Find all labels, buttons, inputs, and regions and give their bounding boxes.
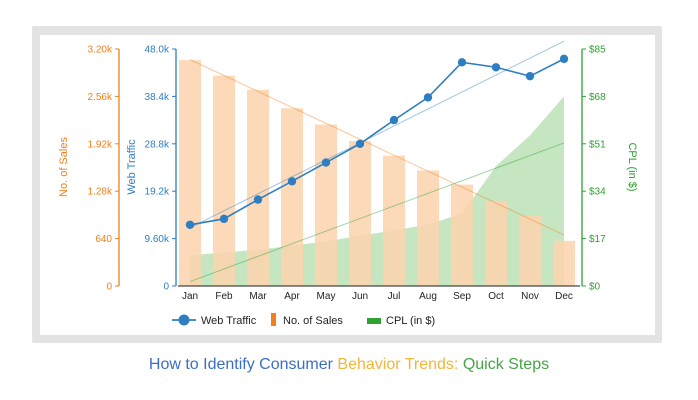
x-tick-label: Jun	[352, 291, 368, 302]
sales-trendline	[189, 59, 565, 236]
cpl-axis-tick-label: $34	[589, 187, 606, 198]
web-traffic-point	[457, 58, 467, 67]
traffic-axis-tick-label: 48.0k	[145, 45, 170, 56]
sales-bar	[553, 240, 575, 286]
cpl-trendline	[189, 142, 565, 283]
sales-bar	[247, 89, 269, 286]
x-tick-label: Jan	[182, 291, 198, 302]
legend-cpl-swatch	[367, 318, 381, 324]
sales-axis-tick-label: 1.92k	[88, 139, 113, 150]
legend-web-traffic-marker	[178, 314, 190, 326]
x-tick-label: Sep	[453, 291, 471, 302]
web-traffic-point	[491, 63, 501, 72]
sales-bar	[417, 170, 439, 286]
web-traffic-point	[185, 220, 195, 229]
traffic-trendline	[189, 40, 565, 229]
sales-axis-tick-label: 2.56k	[88, 92, 113, 103]
web-traffic-point	[525, 71, 535, 81]
legend-sales-swatch	[271, 313, 276, 326]
web-traffic-point	[321, 158, 331, 167]
cpl-axis-tick-label: $51	[589, 139, 606, 150]
traffic-axis-tick-label: 38.4k	[145, 92, 170, 103]
sales-bar	[383, 155, 405, 286]
x-tick-label: Mar	[249, 291, 267, 302]
cpl-axis-tick-label: $17	[589, 234, 606, 245]
sales-bar	[179, 60, 201, 286]
web-traffic-point	[253, 195, 263, 204]
x-tick-label: Apr	[284, 291, 300, 302]
web-traffic-line	[189, 58, 565, 226]
x-tick-label: Feb	[215, 291, 233, 302]
sales-bar	[213, 75, 235, 286]
sales-bar	[451, 184, 473, 286]
web-traffic-point	[423, 93, 433, 102]
sales-axis-title: No. of Sales	[58, 137, 70, 197]
caption-part-2: Behavior Trends:	[337, 356, 463, 373]
x-tick-label: Nov	[521, 291, 539, 302]
web-traffic-point	[389, 115, 399, 125]
cpl-axis-tick-label: $85	[589, 45, 606, 56]
sales-bar	[281, 108, 303, 286]
x-tick-label: Aug	[419, 291, 437, 302]
web-traffic-point	[287, 177, 297, 186]
legend-label-cpl: CPL (in $)	[386, 315, 435, 327]
caption-part-1: How to Identify Consumer	[148, 356, 338, 373]
web-traffic-point	[219, 214, 229, 224]
x-tick-label: Dec	[555, 291, 573, 302]
sales-bar	[519, 215, 541, 286]
sales-axis-tick-label: 640	[95, 234, 112, 245]
traffic-axis-tick-label: 28.8k	[145, 139, 170, 150]
caption-part-3: Quick Steps	[462, 356, 550, 373]
sales-axis-tick-label: 1.28k	[88, 187, 113, 198]
traffic-axis-tick-label: 0	[163, 282, 169, 293]
sales-bar	[315, 124, 337, 286]
sales-axis-tick-label: 3.20k	[88, 45, 113, 56]
sales-bar	[485, 200, 507, 286]
cpl-axis-tick-label: $68	[589, 92, 606, 103]
web-traffic-point	[559, 54, 569, 64]
sales-axis-tick-label: 0	[106, 282, 112, 293]
chart-caption: How to Identify Consumer Behavior Trends…	[0, 356, 698, 374]
combo-chart: Jan Feb Mar Apr May Jun Jul Aug Sep Oct Nov Dec 0 640…	[58, 40, 638, 327]
sales-bar	[349, 140, 371, 286]
x-tick-label: Jul	[388, 291, 401, 302]
cpl-axis-tick-label: $0	[589, 282, 601, 293]
legend-label-sales: No. of Sales	[283, 315, 343, 327]
x-tick-label: May	[317, 291, 336, 302]
cpl-area	[190, 96, 564, 287]
traffic-axis-title: Web Traffic	[126, 139, 138, 195]
traffic-axis-tick-label: 19.2k	[145, 187, 170, 198]
web-traffic-point	[355, 139, 365, 148]
x-tick-label: Oct	[488, 291, 504, 302]
traffic-axis-tick-label: 9.60k	[145, 234, 170, 245]
cpl-axis-title: CPL (in $)	[626, 142, 638, 191]
legend-label-web-traffic: Web Traffic	[201, 315, 257, 327]
